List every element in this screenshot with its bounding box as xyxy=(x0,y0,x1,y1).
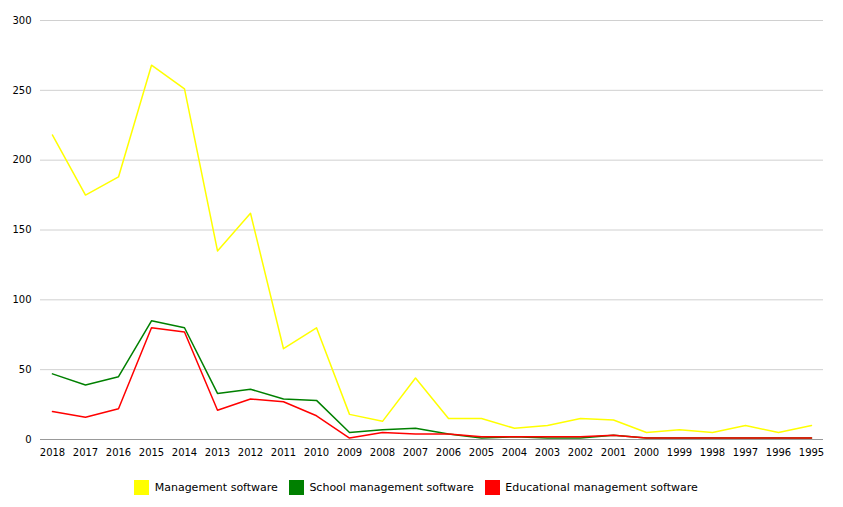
svg-text:2013: 2013 xyxy=(205,447,230,458)
svg-text:1998: 1998 xyxy=(700,447,725,458)
svg-text:300: 300 xyxy=(12,15,31,26)
html-text:School management software: School management software xyxy=(309,481,474,494)
svg-text:2007: 2007 xyxy=(403,447,428,458)
svg-text:2005: 2005 xyxy=(469,447,494,458)
svg-text:2001: 2001 xyxy=(601,447,626,458)
svg-text:2018: 2018 xyxy=(40,447,65,458)
svg-text:0: 0 xyxy=(25,434,31,445)
svg-text:1996: 1996 xyxy=(766,447,791,458)
svg-text:2012: 2012 xyxy=(238,447,263,458)
html-text:Educational management softwar: Educational management software xyxy=(505,481,698,494)
svg-text:2008: 2008 xyxy=(370,447,395,458)
svg-text:1995: 1995 xyxy=(799,447,824,458)
svg-text:250: 250 xyxy=(12,85,31,96)
svg-text:100: 100 xyxy=(12,294,31,305)
svg-text:2004: 2004 xyxy=(502,447,527,458)
svg-text:200: 200 xyxy=(12,154,31,165)
svg-text:2016: 2016 xyxy=(106,447,131,458)
svg-text:2014: 2014 xyxy=(172,447,197,458)
svg-text:2015: 2015 xyxy=(139,447,164,458)
svg-text:2003: 2003 xyxy=(535,447,560,458)
svg-text:2006: 2006 xyxy=(436,447,461,458)
svg-text:50: 50 xyxy=(19,364,32,375)
svg-text:150: 150 xyxy=(12,224,31,235)
svg-text:2017: 2017 xyxy=(73,447,98,458)
svg-text:2009: 2009 xyxy=(337,447,362,458)
svg-text:2000: 2000 xyxy=(634,447,659,458)
html-text:Management software: Management software xyxy=(154,481,278,494)
svg-text:2010: 2010 xyxy=(304,447,329,458)
svg-text:2011: 2011 xyxy=(271,447,296,458)
svg-text:2002: 2002 xyxy=(568,447,593,458)
svg-text:1999: 1999 xyxy=(667,447,692,458)
svg-text:1997: 1997 xyxy=(733,447,758,458)
